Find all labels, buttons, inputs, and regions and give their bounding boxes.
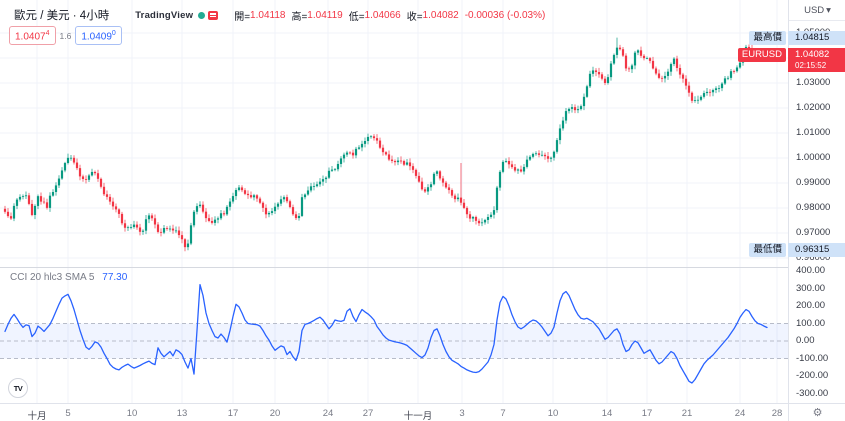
indicator-legend[interactable]: CCI 20 hlc3 SMA 5 77.30 — [10, 272, 127, 283]
time-tick-month: 十一月 — [403, 411, 433, 421]
time-axis[interactable]: 十月 5 10 13 17 20 24 27 十一月 3 7 10 14 17 21 24 28 — [0, 403, 788, 421]
bar-countdown: 02:15:52 — [795, 60, 827, 70]
price-chart-pane[interactable] — [0, 0, 788, 267]
last-price: 1.04082 — [795, 48, 830, 60]
price-tick: 1.02000 — [796, 102, 831, 113]
time-tick: 17 — [641, 408, 653, 419]
ohlc-low-value: 1.04066 — [364, 9, 401, 21]
pane-separator[interactable] — [0, 267, 788, 268]
axis-corner: ⚙ — [788, 403, 845, 421]
cci-tick: -200.00 — [796, 370, 829, 381]
time-tick: 28 — [771, 408, 783, 419]
price-tick: 0.96000 — [796, 252, 831, 263]
ohlc-close-value: 1.04082 — [422, 9, 459, 21]
time-tick: 20 — [269, 408, 281, 419]
ohlc-open-label: 開= — [234, 11, 251, 23]
low-price-badge: 最低價 0.96315 — [749, 243, 845, 258]
ohlc-low-label: 低= — [348, 11, 365, 23]
cci-tick: 200.00 — [796, 300, 826, 311]
time-tick: 10 — [126, 408, 138, 419]
price-tick: 0.97000 — [796, 227, 831, 238]
last-price-value: 1.04082 02:15:52 — [788, 47, 845, 72]
spread-value: 1.6 — [59, 30, 72, 41]
currency-label: USD — [804, 4, 825, 16]
time-tick: 5 — [65, 408, 71, 419]
time-tick-month: 十月 — [27, 411, 47, 421]
ohlc-close-label: 收= — [406, 11, 423, 23]
symbol-title[interactable]: 歐元 / 美元 · 4小時 — [14, 10, 110, 22]
time-tick: 13 — [176, 408, 188, 419]
currency-selector[interactable]: USD ▾ — [789, 0, 845, 21]
ohlc-high-value: 1.04119 — [307, 9, 343, 21]
time-tick: 10 — [547, 408, 559, 419]
cci-tick: -300.00 — [796, 387, 829, 399]
ohlc-values: 開= 1.04118 高= 1.04119 低= 1.04066 收= 1.04082 … — [228, 8, 545, 23]
time-tick: 3 — [459, 408, 465, 419]
settings-gear-icon[interactable]: ⚙ — [812, 406, 823, 419]
data-source-icon — [208, 10, 219, 20]
time-tick: 27 — [362, 408, 374, 419]
cci-tick: 300.00 — [796, 282, 826, 294]
price-axis[interactable]: USD ▾ 1.050001.030001.020001.010001.0000… — [788, 0, 845, 403]
market-status-dot-icon — [198, 11, 206, 19]
bid-ask-row: 1.04074 1.6 1.04090 — [9, 26, 122, 46]
price-change: -0.00036 (-0.03%) — [464, 9, 546, 21]
high-price-label: 最高價 — [749, 30, 786, 45]
ohlc-open-value: 1.04118 — [250, 9, 286, 21]
time-tick: 24 — [322, 408, 334, 419]
indicator-value: 77.30 — [102, 272, 128, 283]
cci-tick: -100.00 — [796, 352, 829, 364]
symbol-price-label: EURUSD — [737, 47, 786, 62]
time-tick: 7 — [500, 408, 506, 419]
high-price-value: 1.04815 — [788, 30, 845, 45]
price-tick: 1.00000 — [796, 152, 831, 163]
price-tick: 1.03000 — [796, 77, 831, 88]
ask-price-button[interactable]: 1.04090 — [75, 26, 122, 46]
bid-price-button[interactable]: 1.04074 — [9, 26, 56, 46]
price-tick: 1.01000 — [796, 127, 831, 138]
time-tick: 14 — [601, 408, 613, 419]
time-tick: 24 — [734, 408, 746, 419]
cci-indicator-pane[interactable] — [0, 268, 788, 403]
low-price-value: 0.96315 — [788, 243, 845, 258]
indicator-title: CCI 20 hlc3 SMA 5 — [10, 272, 95, 283]
tradingview-logo[interactable]: TradingView — [135, 9, 194, 21]
price-tick: 0.98000 — [796, 202, 831, 213]
low-price-label: 最低價 — [749, 243, 786, 258]
chevron-down-icon: ▾ — [826, 4, 831, 16]
status-icons — [198, 10, 219, 20]
time-tick: 17 — [227, 408, 239, 419]
cci-tick: 400.00 — [796, 265, 826, 276]
time-tick: 21 — [681, 408, 693, 419]
last-price-badge: EURUSD 1.04082 02:15:52 — [737, 47, 845, 72]
cci-tick: 100.00 — [796, 317, 826, 329]
chart-legend: 歐元 / 美元 · 4小時 TradingView 開= 1.04118 高= 1.… — [14, 7, 545, 23]
ohlc-high-label: 高= — [291, 11, 308, 23]
price-tick: 0.99000 — [796, 177, 831, 188]
tradingview-watermark-logo[interactable]: TV — [8, 378, 28, 398]
cci-tick: 0.00 — [796, 335, 815, 346]
high-price-badge: 最高價 1.04815 — [749, 30, 845, 45]
